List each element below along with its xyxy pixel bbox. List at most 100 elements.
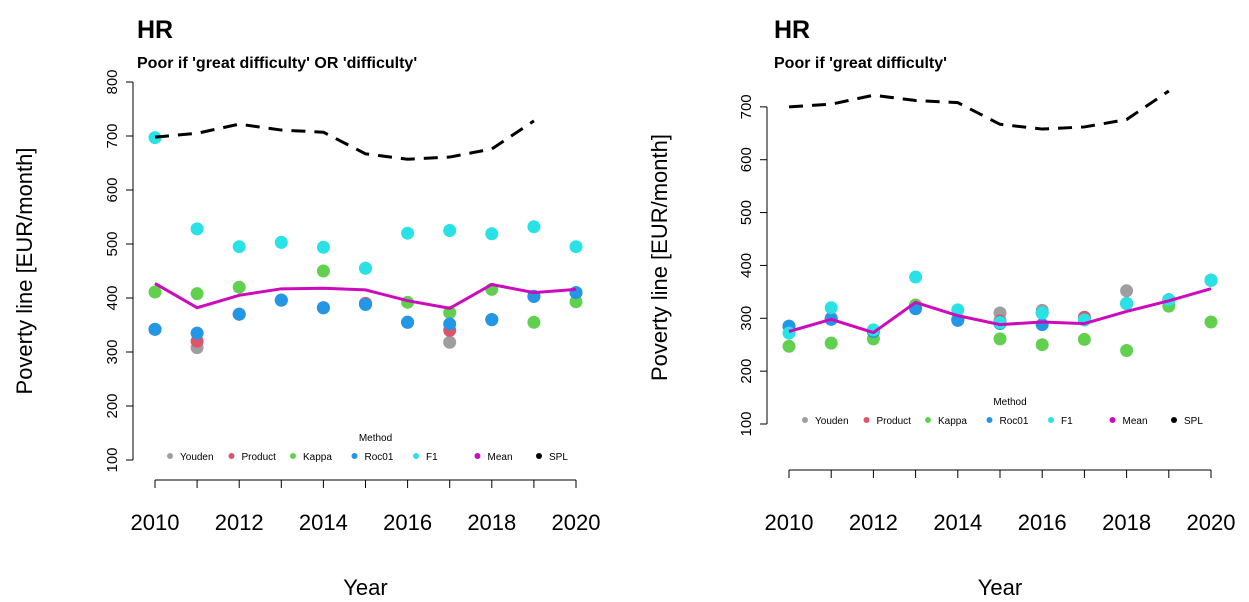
data-point (1120, 284, 1134, 298)
data-point (1120, 344, 1134, 358)
legend-marker (1109, 417, 1116, 423)
data-point (527, 220, 541, 234)
x-tick-label: 2020 (552, 510, 601, 535)
data-point (359, 297, 372, 311)
data-point (866, 323, 880, 337)
legend-label: Kappa (303, 452, 332, 463)
data-line (788, 287, 1212, 335)
data-point (485, 227, 499, 241)
data-point (782, 339, 796, 353)
legend-marker (925, 417, 931, 423)
legend-title: Method (359, 433, 392, 444)
legend-marker (536, 453, 542, 459)
legend-label: SPL (549, 452, 568, 463)
x-tick-label: 2010 (765, 510, 814, 535)
y-tick-label: 400 (104, 285, 121, 310)
data-point (148, 285, 162, 299)
data-point (443, 335, 457, 349)
data-point (190, 287, 204, 301)
data-point (569, 240, 583, 254)
x-tick-label: 2016 (383, 510, 432, 535)
legend-label: Mean (488, 452, 513, 463)
x-tick-label: 2018 (1102, 510, 1151, 535)
legend-marker (290, 453, 296, 459)
y-tick-label: 200 (738, 359, 755, 384)
data-point (274, 235, 288, 249)
y-tick-label: 500 (104, 231, 121, 256)
legend-label: F1 (426, 452, 438, 463)
y-tick-label: 600 (738, 147, 755, 172)
x-tick-label: 2020 (1187, 510, 1236, 535)
legend-label: Product (242, 452, 277, 463)
data-point (443, 224, 457, 237)
data-line (154, 282, 577, 310)
x-axis-label: Year (343, 575, 387, 600)
data-point (824, 336, 838, 350)
data-point (1120, 296, 1134, 310)
data-point (485, 313, 499, 327)
y-tick-label: 200 (104, 393, 121, 418)
data-point (190, 222, 204, 236)
legend-marker (863, 417, 870, 423)
y-tick-label: 500 (738, 200, 755, 225)
data-point (1077, 332, 1091, 346)
legend-label: Mean (1123, 416, 1148, 427)
data-point (993, 332, 1007, 346)
y-tick-label: 600 (104, 177, 121, 202)
x-tick-label: 2018 (467, 510, 516, 535)
x-tick-label: 2010 (131, 510, 180, 535)
y-tick-label: 300 (104, 339, 121, 364)
data-point (1035, 318, 1049, 332)
data-point (232, 280, 246, 294)
data-point (316, 240, 330, 254)
y-tick-label: 100 (104, 447, 121, 472)
data-point (569, 286, 583, 300)
data-point (316, 264, 330, 278)
data-point (1035, 338, 1049, 352)
data-point (190, 326, 204, 340)
legend-marker (167, 453, 173, 459)
x-tick-label: 2016 (1018, 510, 1067, 535)
data-point (1204, 315, 1218, 329)
legend-label: Youden (815, 416, 849, 427)
x-tick-label: 2014 (299, 510, 348, 535)
legend-marker (474, 453, 481, 459)
chart-subtitle: Poor if 'great difficulty' (774, 55, 947, 72)
data-point (401, 315, 415, 329)
data-point (274, 293, 288, 307)
data-point (782, 326, 796, 340)
data-point (569, 295, 583, 309)
y-axis-label: Poverty line [EUR/month] (12, 148, 37, 395)
data-point (443, 306, 457, 320)
legend-marker (802, 417, 808, 423)
legend-label: Roc01 (1000, 416, 1029, 427)
x-tick-label: 2012 (849, 510, 898, 535)
chart-title: HR (774, 16, 810, 44)
data-line (788, 89, 1170, 131)
x-axis-label: Year (978, 575, 1022, 600)
y-tick-label: 100 (738, 411, 755, 436)
legend-marker (1171, 417, 1177, 423)
data-point (359, 261, 372, 275)
legend-marker (228, 453, 235, 459)
legend-marker (986, 417, 993, 423)
legend-label: Youden (180, 452, 214, 463)
data-point (527, 315, 541, 329)
data-point (909, 270, 923, 284)
data-point (1204, 273, 1218, 287)
data-point (316, 301, 330, 315)
chart-title: HR (137, 16, 173, 44)
y-tick-label: 400 (738, 253, 755, 278)
data-point (232, 307, 246, 321)
data-point (232, 240, 246, 254)
y-tick-label: 700 (104, 123, 121, 148)
legend-label: F1 (1061, 416, 1073, 427)
data-point (148, 131, 162, 145)
data-point (148, 322, 162, 336)
x-tick-label: 2014 (933, 510, 982, 535)
data-line (154, 119, 535, 161)
legend-label: Product (877, 416, 912, 427)
legend-marker (1048, 417, 1054, 423)
chart-subtitle: Poor if 'great difficulty' OR 'difficult… (137, 55, 417, 72)
